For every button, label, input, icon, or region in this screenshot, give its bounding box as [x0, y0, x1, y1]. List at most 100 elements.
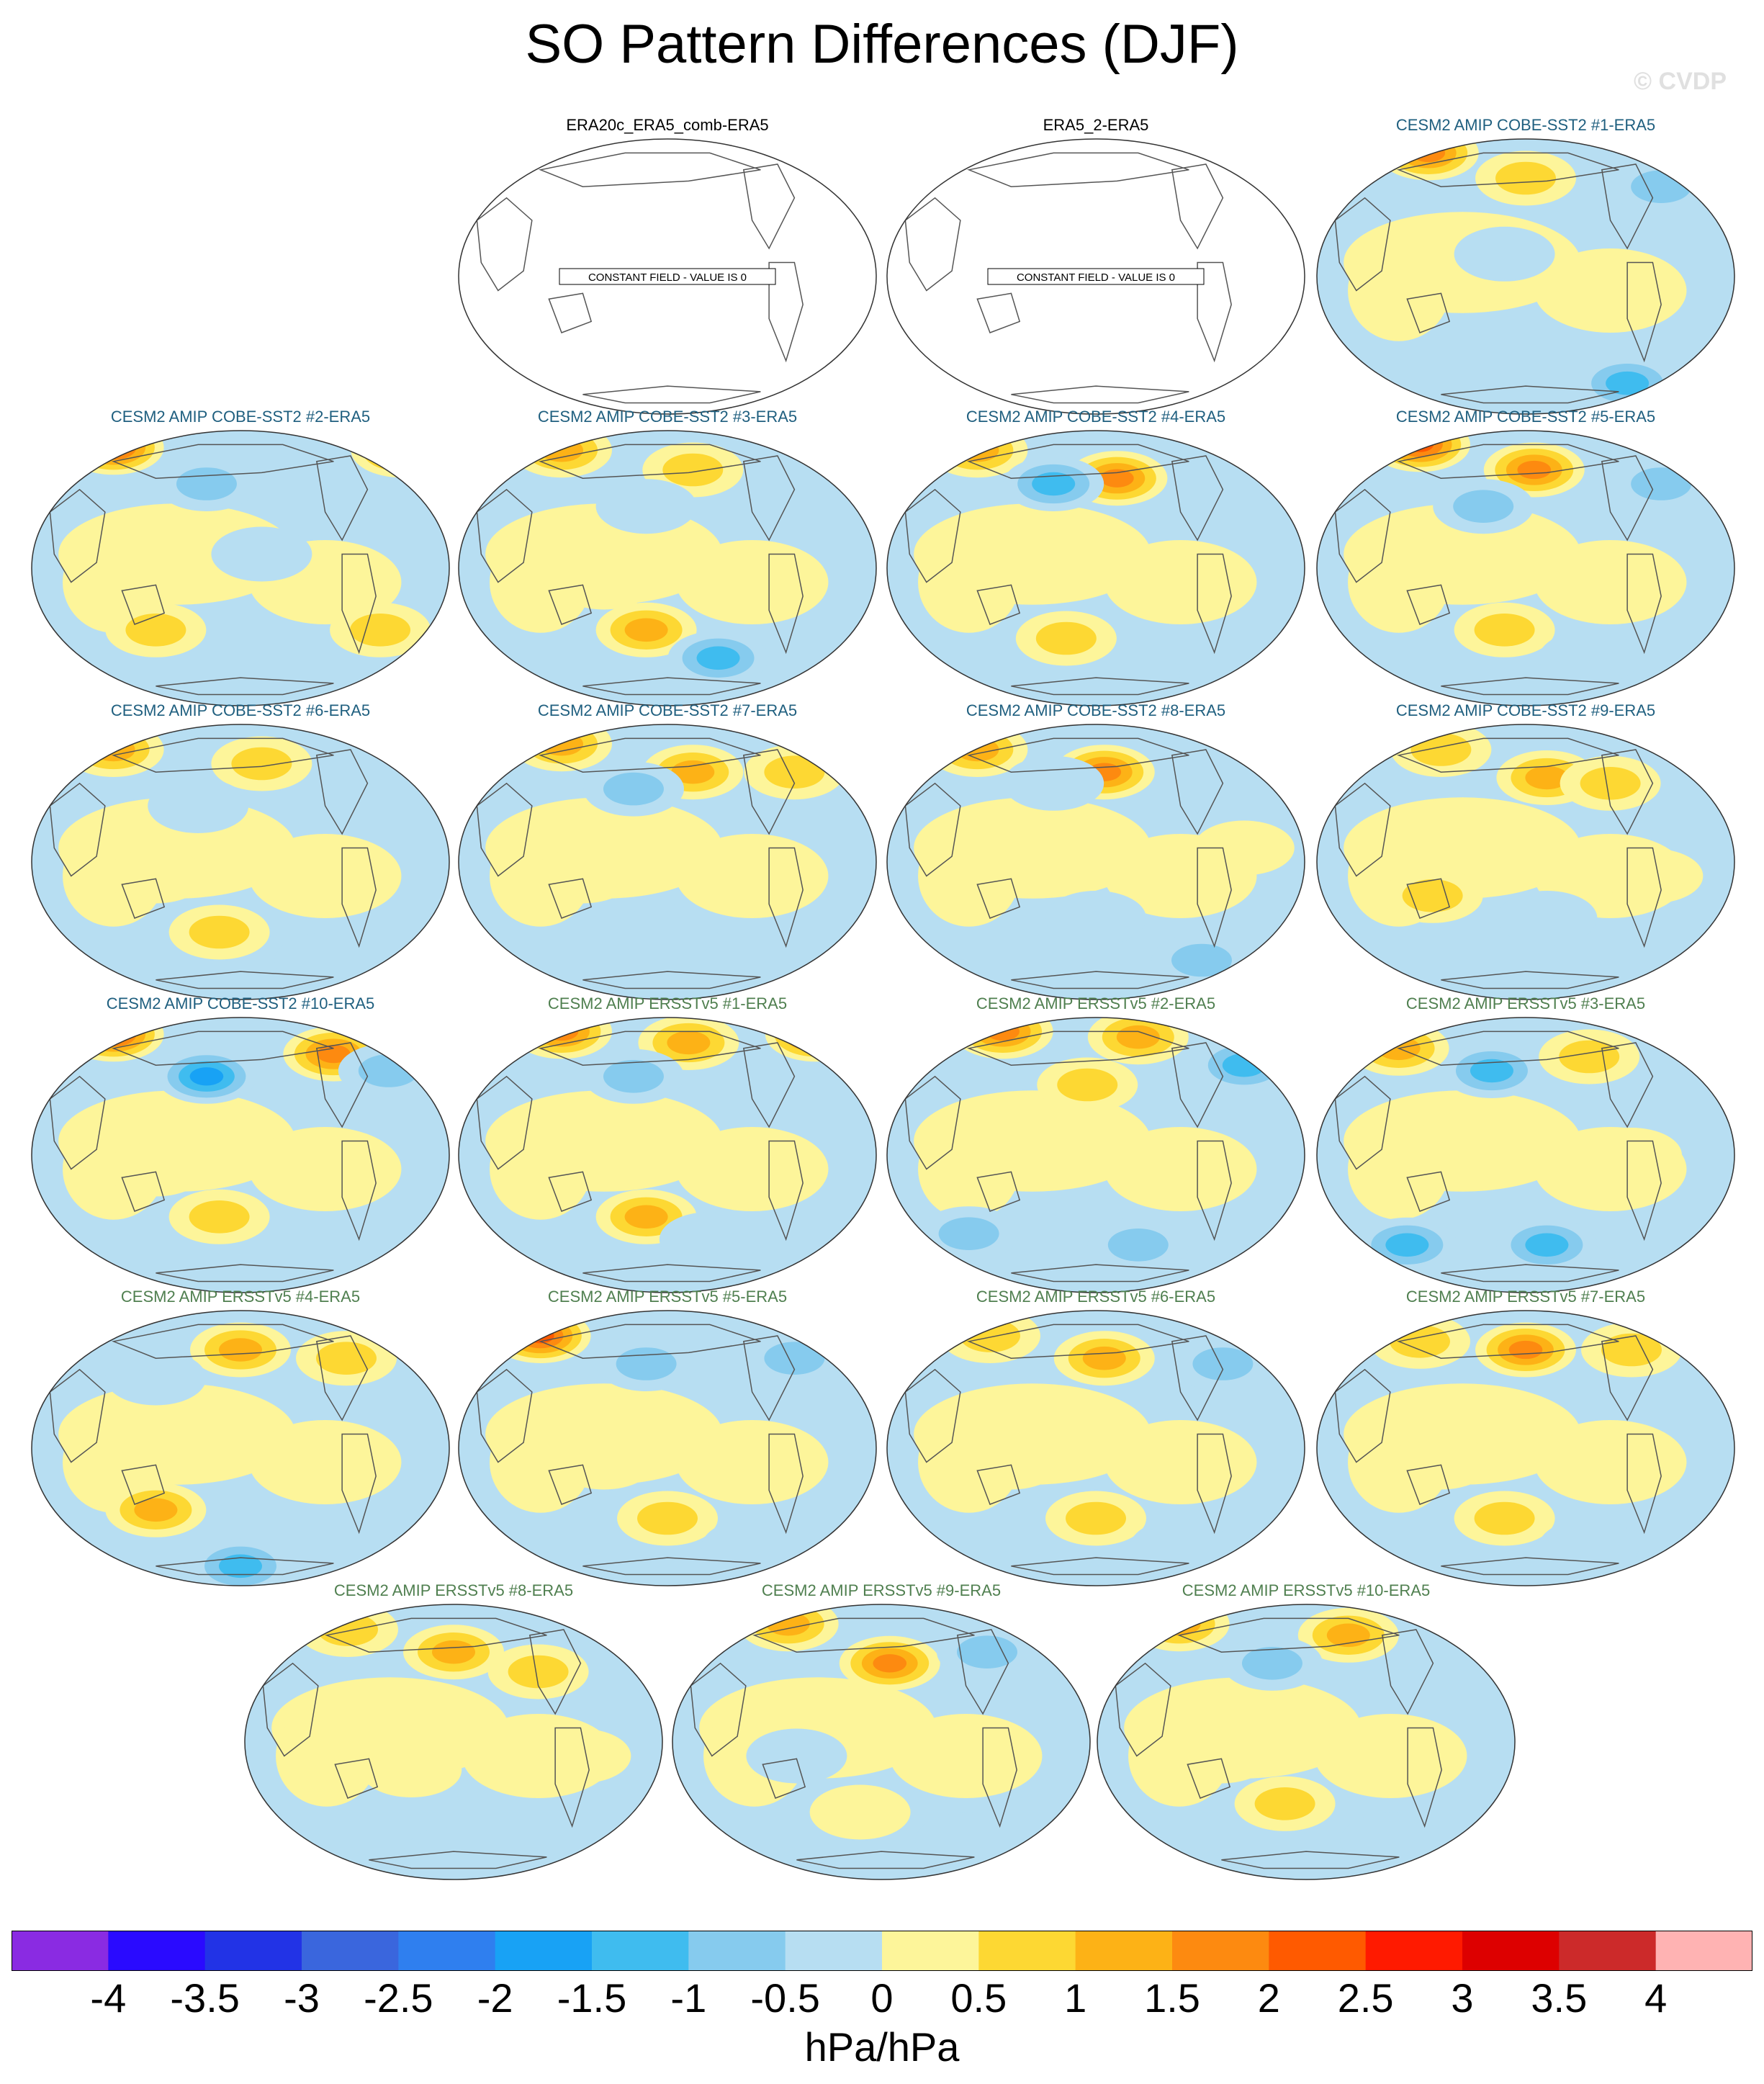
- colorbar-swatch: [785, 1931, 883, 1971]
- map-panel: ERA5_2-ERA5 CONSTANT FIELD - VALUE IS 0: [884, 116, 1308, 417]
- contour-region: [1171, 1728, 1272, 1784]
- colorbar-tick-label: 0: [870, 1975, 894, 2021]
- contour-region: [1057, 1068, 1118, 1102]
- contour-region: [1602, 848, 1704, 904]
- panel-title: CESM2 AMIP COBE-SST2 #5-ERA5: [1395, 408, 1656, 426]
- coastline: [1171, 1335, 1224, 1421]
- map-border: [458, 138, 877, 415]
- colorbar-swatch: [1269, 1931, 1367, 1971]
- map-border: [31, 1017, 450, 1293]
- coastline: [1626, 553, 1662, 655]
- contour-region: [764, 755, 825, 789]
- contour-region: [1340, 1813, 1441, 1868]
- map-panel: CESM2 AMIP ERSSTv5 #10-ERA5: [1094, 1581, 1518, 1882]
- contour-region: [667, 1030, 711, 1055]
- contour-region: [316, 1342, 377, 1375]
- contour-region: [248, 1420, 402, 1504]
- coastline: [538, 444, 761, 479]
- watermark: © CVDP: [1634, 68, 1727, 95]
- colorbar-tick-label: -2: [477, 1975, 513, 2021]
- contour-region: [941, 431, 1014, 470]
- contour-region: [403, 1827, 504, 1879]
- contour-region: [1631, 170, 1692, 203]
- contour-region: [918, 531, 1020, 633]
- contour-region: [1045, 891, 1146, 946]
- contour-region: [219, 1338, 262, 1362]
- colorbar-tick-label: 0.5: [950, 1975, 1007, 2021]
- map-border: [886, 1310, 1305, 1586]
- contour-region: [211, 526, 312, 582]
- colorbar-swatch: [882, 1931, 979, 1971]
- contour-region: [1539, 630, 1640, 686]
- coastline: [1441, 1557, 1619, 1576]
- coastline: [121, 1464, 166, 1505]
- map-border: [458, 430, 877, 706]
- coastline: [1171, 749, 1224, 835]
- coastline: [111, 1030, 334, 1066]
- panel-title: CESM2 AMIP ERSSTv5 #6-ERA5: [976, 1288, 1216, 1306]
- contour-region: [1116, 1025, 1160, 1049]
- contour-region: [248, 1127, 402, 1211]
- coastline: [548, 1171, 593, 1212]
- colorbar-swatch: [1075, 1931, 1173, 1971]
- contour-region: [358, 1054, 419, 1087]
- map-border: [31, 724, 450, 1000]
- coastline: [315, 1335, 369, 1421]
- panel-title: CESM2 AMIP ERSSTv5 #5-ERA5: [547, 1288, 788, 1306]
- panel-title: CESM2 AMIP COBE-SST2 #4-ERA5: [966, 408, 1226, 426]
- map-panel: CESM2 AMIP ERSSTv5 #8-ERA5: [242, 1581, 665, 1882]
- map-plot: CONSTANT FIELD - VALUE IS 0: [458, 138, 877, 415]
- contour-region: [637, 1501, 698, 1535]
- coastline: [111, 444, 334, 479]
- coastline: [966, 152, 1189, 187]
- contour-region: [373, 435, 430, 466]
- map-plot: [31, 430, 450, 706]
- coastline: [1396, 1030, 1619, 1066]
- coastline: [341, 1140, 377, 1241]
- map-border: [458, 1310, 877, 1586]
- map-plot: [1316, 430, 1735, 706]
- coastline: [904, 782, 961, 877]
- contour-region: [350, 614, 411, 647]
- contour-region: [659, 1212, 760, 1267]
- contour-region: [1192, 1347, 1254, 1380]
- contour-region: [746, 1728, 847, 1784]
- coastline: [49, 782, 106, 877]
- coastline: [1171, 163, 1224, 250]
- units-label: hPa/hPa: [804, 2024, 960, 2070]
- map-panel: CESM2 AMIP ERSSTv5 #1-ERA5: [456, 994, 879, 1295]
- contour-region: [1143, 1604, 1215, 1644]
- contour-region: [1534, 248, 1687, 333]
- map-panel: CESM2 AMIP COBE-SST2 #10-ERA5: [29, 994, 452, 1295]
- colorbar-tick-label: -1.5: [557, 1975, 627, 2021]
- coastline: [315, 455, 369, 542]
- contour-region: [1035, 621, 1097, 655]
- coastline: [528, 1629, 582, 1715]
- map-border: [458, 1017, 877, 1293]
- contour-region: [1410, 733, 1472, 766]
- coastline: [690, 1662, 747, 1757]
- coastline: [742, 1042, 796, 1128]
- coastline: [768, 847, 804, 948]
- contour-region: [1079, 647, 1181, 703]
- colorbar-swatch: [1172, 1931, 1269, 1971]
- contour-region: [219, 1554, 262, 1578]
- colorbar-swatch: [978, 1931, 1076, 1971]
- map-plot: [31, 1310, 450, 1586]
- map-panel: CESM2 AMIP ERSSTv5 #2-ERA5: [884, 994, 1308, 1295]
- colorbar: [12, 1931, 1752, 1971]
- contour-region: [1003, 755, 1104, 811]
- colorbar-swatch: [1365, 1931, 1463, 1971]
- contour-region: [189, 915, 250, 949]
- coastline: [315, 1042, 369, 1128]
- map-border: [244, 1604, 663, 1880]
- contour-region: [624, 1205, 668, 1229]
- map-plot: [1097, 1604, 1516, 1880]
- contour-region: [1254, 1787, 1315, 1820]
- coastline: [1406, 1171, 1451, 1212]
- coastline: [582, 971, 761, 989]
- coastline: [1406, 1464, 1451, 1505]
- coastline: [742, 455, 796, 542]
- map-panel: CESM2 AMIP COBE-SST2 #5-ERA5: [1314, 408, 1737, 709]
- map-plot: [1316, 724, 1735, 1000]
